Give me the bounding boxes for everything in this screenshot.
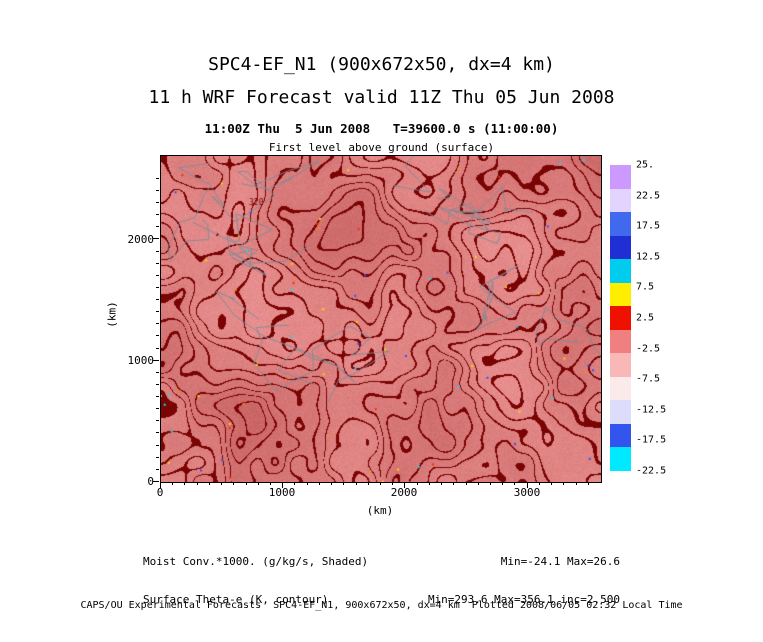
colorbar [610,165,631,471]
axis-tick [156,189,159,191]
axis-tick [156,311,159,313]
axis-tick [156,347,159,349]
axis-tick [156,286,159,288]
colorbar-tick-label: 22.5 [636,190,661,202]
title-line-1: SPC4-EF_N1 (900x672x50, dx=4 km) [208,54,555,75]
colorbar-segment [610,306,631,330]
colorbar-segment [610,212,631,236]
axis-tick [156,274,159,276]
axis-tick [156,371,159,373]
axis-tick [156,456,159,458]
colorbar-tick-label: 17.5 [636,220,661,232]
x-tick-label-2000: 2000 [390,486,418,499]
x-tick-label-1000: 1000 [268,486,296,499]
colorbar-segment [610,447,631,471]
axis-tick [156,335,159,337]
footer-credit-line: CAPS/OU Experimental Forecasts SPC4-EF_N… [80,600,683,611]
axis-tick [156,214,159,216]
colorbar-segment [610,400,631,424]
colorbar-tick-label: 2.5 [636,312,655,324]
colorbar-tick-label: -7.5 [636,373,661,385]
axis-tick [156,383,159,385]
axis-tick [156,177,159,179]
axis-tick [156,202,159,204]
shaded-field-caption: Moist Conv.*1000. (g/kg/s, Shaded) [143,555,369,568]
axis-tick [156,299,159,301]
axis-tick [156,444,159,446]
axis-tick [156,420,159,422]
x-tick-label-0: 0 [156,486,164,499]
colorbar-segment [610,188,631,213]
x-axis-label: (km) [366,504,394,517]
colorbar-tick-label: 12.5 [636,251,661,263]
colorbar-segment [610,259,631,283]
y-tick-label-1000: 1000 [127,354,155,367]
axis-tick [156,396,159,398]
axis-tick [156,408,159,410]
contour-field-caption: Surface Theta-e (K, contour) [143,592,329,606]
colorbar-segment [610,165,631,189]
axis-tick [156,226,159,228]
colorbar-tick-label: -12.5 [636,404,667,416]
y-tick-label-0: 0 [147,475,154,488]
x-tick-label-3000: 3000 [513,486,541,499]
colorbar-tick-label: 25. [636,159,655,171]
colorbar-tick-label: -2.5 [636,343,661,355]
colorbar-tick-label: -22.5 [636,465,667,477]
forecast-map-canvas [161,156,601,482]
colorbar-segment [610,353,631,377]
map-plot-frame [160,155,602,483]
y-tick-label-2000: 2000 [127,233,155,246]
colorbar-segment [610,423,631,448]
axis-tick [156,323,159,325]
axis-tick [156,432,159,434]
valid-time-line: 11:00Z Thu 5 Jun 2008 T=39600.0 s (11:00… [204,121,559,136]
shaded-minmax: Min=-24.1 Max=26.6 [500,555,620,568]
level-line: First level above ground (surface) [268,141,495,154]
contour-minmax: Min=293.6 Max=356.1 inc=2.500 [427,592,620,606]
title-line-2: 11 h WRF Forecast valid 11Z Thu 05 Jun 2… [148,87,615,108]
colorbar-segment [610,282,631,307]
axis-tick [156,468,159,470]
y-axis-label: (km) [105,301,119,328]
colorbar-segment [610,235,631,260]
colorbar-labels: 25. 22.5 17.5 12.5 7.5 2.5 -2.5 -7.5 -12.5 -17.5 -… [636,160,680,477]
colorbar-segment [610,329,631,354]
axis-tick [156,262,159,264]
colorbar-segment [610,376,631,401]
colorbar-tick-label: 7.5 [636,281,655,293]
colorbar-tick-label: -17.5 [636,434,667,446]
axis-tick [156,250,159,252]
min-max-block: Min=-24.1 Max=26.6 Min=293.6 Max=356.1 i… [428,531,620,619]
field-description-block: Moist Conv.*1000. (g/kg/s, Shaded) Surfa… [143,531,368,619]
